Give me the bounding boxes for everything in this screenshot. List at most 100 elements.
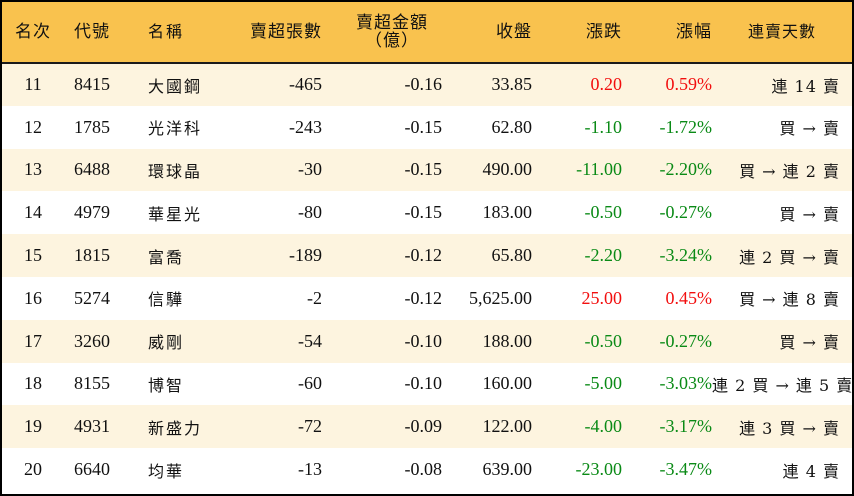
header-close: 收盤 bbox=[496, 22, 532, 42]
cell-close: 62.80 bbox=[491, 116, 533, 137]
cell-close: 639.00 bbox=[482, 459, 533, 480]
cell-close: 183.00 bbox=[482, 202, 533, 223]
cell-close: 65.80 bbox=[491, 245, 533, 266]
cell-code: 4931 bbox=[74, 416, 110, 437]
cell-code: 8415 bbox=[74, 74, 110, 95]
cell-name: 新盛力 bbox=[148, 418, 203, 438]
cell-code: 1815 bbox=[74, 245, 110, 266]
header-net-sell-amount: 賣超金額 （億） bbox=[322, 2, 442, 63]
cell-net-sell-lots: -189 bbox=[289, 245, 322, 266]
cell-net-sell-amount: -0.12 bbox=[404, 287, 443, 308]
cell-change-pct: -0.27% bbox=[659, 330, 713, 351]
table-header-row: 名次 代號 名稱 賣超張數 賣超金額 （億） 收盤 漲跌 漲幅 連賣天數 bbox=[2, 2, 852, 63]
cell-close: 160.00 bbox=[482, 373, 533, 394]
cell-change-pct: -1.72% bbox=[659, 116, 713, 137]
cell-change-pct: -0.27% bbox=[659, 202, 713, 223]
cell-net-sell-lots: -72 bbox=[298, 416, 322, 437]
header-change: 漲跌 bbox=[586, 22, 622, 42]
cell-close: 188.00 bbox=[482, 330, 533, 351]
cell-name: 均華 bbox=[148, 461, 185, 481]
cell-net-sell-lots: -54 bbox=[298, 330, 322, 351]
cell-net-sell-amount: -0.16 bbox=[404, 74, 443, 95]
table-row: 11 8415 大國鋼 -465 -0.16 33.85 0.20 0.59% … bbox=[2, 63, 852, 106]
table-row: 13 6488 環球晶 -30 -0.15 490.00 -11.00 -2.2… bbox=[2, 148, 852, 192]
cell-net-sell-amount: -0.15 bbox=[404, 116, 443, 137]
cell-net-sell-lots: -13 bbox=[298, 459, 322, 480]
cell-net-sell-lots: -30 bbox=[298, 159, 322, 180]
cell-rank: 17 bbox=[24, 330, 42, 351]
table-row: 12 1785 光洋科 -243 -0.15 62.80 -1.10 -1.72… bbox=[2, 105, 852, 149]
cell-change: -4.00 bbox=[584, 416, 623, 437]
table-row: 15 1815 富喬 -189 -0.12 65.80 -2.20 -3.24%… bbox=[2, 234, 852, 277]
table-row: 16 5274 信驊 -2 -0.12 5,625.00 25.00 0.45%… bbox=[2, 276, 852, 320]
cell-change: -23.00 bbox=[575, 459, 623, 480]
cell-change: -5.00 bbox=[584, 373, 623, 394]
cell-net-sell-amount: -0.15 bbox=[404, 202, 443, 223]
cell-code: 8155 bbox=[74, 373, 110, 394]
cell-streak: 連 2 買 → 連 5 賣 bbox=[712, 375, 854, 395]
cell-net-sell-lots: -465 bbox=[289, 74, 322, 95]
cell-close: 490.00 bbox=[482, 159, 533, 180]
cell-net-sell-amount: -0.08 bbox=[404, 459, 443, 480]
cell-change: -1.10 bbox=[584, 116, 623, 137]
cell-net-sell-lots: -60 bbox=[298, 373, 322, 394]
cell-streak: 連 14 賣 bbox=[771, 76, 840, 96]
cell-code: 5274 bbox=[74, 287, 110, 308]
cell-change: 0.20 bbox=[590, 74, 623, 95]
cell-streak: 買 → 賣 bbox=[779, 119, 840, 139]
cell-name: 富喬 bbox=[148, 247, 185, 267]
cell-streak: 買 → 賣 bbox=[779, 333, 840, 353]
cell-rank: 12 bbox=[24, 116, 42, 137]
cell-rank: 15 bbox=[24, 245, 42, 266]
header-name: 名稱 bbox=[148, 22, 185, 41]
cell-change: -11.00 bbox=[576, 159, 622, 180]
cell-change: -0.50 bbox=[584, 330, 623, 351]
cell-change: 25.00 bbox=[581, 287, 623, 308]
table-row: 18 8155 博智 -60 -0.10 160.00 -5.00 -3.03%… bbox=[2, 362, 854, 406]
cell-rank: 13 bbox=[24, 159, 42, 180]
cell-streak: 買 → 連 2 賣 bbox=[739, 161, 840, 181]
header-change-pct: 漲幅 bbox=[676, 22, 712, 42]
table-row: 20 6640 均華 -13 -0.08 639.00 -23.00 -3.47… bbox=[2, 448, 852, 491]
cell-net-sell-amount: -0.10 bbox=[404, 330, 443, 351]
cell-rank: 19 bbox=[24, 416, 42, 437]
cell-change-pct: -2.20% bbox=[659, 159, 713, 180]
cell-name: 博智 bbox=[148, 375, 185, 395]
cell-streak: 連 4 賣 bbox=[782, 461, 840, 481]
table-row: 14 4979 華星光 -80 -0.15 183.00 -0.50 -0.27… bbox=[2, 191, 852, 235]
cell-name: 大國鋼 bbox=[148, 76, 203, 96]
cell-change-pct: -3.47% bbox=[659, 459, 713, 480]
cell-name: 威剛 bbox=[148, 333, 185, 353]
cell-change-pct: -3.03% bbox=[659, 373, 713, 394]
cell-net-sell-lots: -80 bbox=[298, 202, 322, 223]
cell-net-sell-amount: -0.12 bbox=[404, 245, 443, 266]
cell-close: 122.00 bbox=[482, 416, 533, 437]
header-streak: 連賣天數 bbox=[747, 22, 816, 41]
cell-change-pct: 0.59% bbox=[665, 74, 713, 95]
cell-change: -0.50 bbox=[584, 202, 623, 223]
cell-close: 5,625.00 bbox=[469, 287, 532, 308]
cell-net-sell-amount: -0.15 bbox=[404, 159, 443, 180]
cell-change: -2.20 bbox=[584, 245, 623, 266]
cell-streak: 買 → 連 8 賣 bbox=[739, 290, 840, 310]
cell-rank: 14 bbox=[24, 202, 42, 223]
table-row: 19 4931 新盛力 -72 -0.09 122.00 -4.00 -3.17… bbox=[2, 405, 852, 449]
cell-rank: 20 bbox=[24, 459, 42, 480]
cell-name: 環球晶 bbox=[148, 161, 203, 181]
cell-change-pct: -3.24% bbox=[659, 245, 713, 266]
cell-streak: 連 2 買 → 賣 bbox=[739, 247, 840, 267]
table-row: 17 3260 威剛 -54 -0.10 188.00 -0.50 -0.27%… bbox=[2, 319, 852, 363]
cell-rank: 11 bbox=[24, 74, 42, 95]
cell-code: 6640 bbox=[74, 459, 110, 480]
cell-close: 33.85 bbox=[491, 74, 533, 95]
cell-net-sell-amount: -0.09 bbox=[404, 416, 443, 437]
cell-streak: 買 → 賣 bbox=[779, 204, 840, 224]
cell-name: 華星光 bbox=[148, 204, 203, 224]
cell-code: 1785 bbox=[74, 116, 110, 137]
cell-code: 3260 bbox=[74, 330, 110, 351]
cell-rank: 16 bbox=[24, 287, 42, 308]
cell-code: 6488 bbox=[74, 159, 110, 180]
cell-change-pct: -3.17% bbox=[659, 416, 713, 437]
